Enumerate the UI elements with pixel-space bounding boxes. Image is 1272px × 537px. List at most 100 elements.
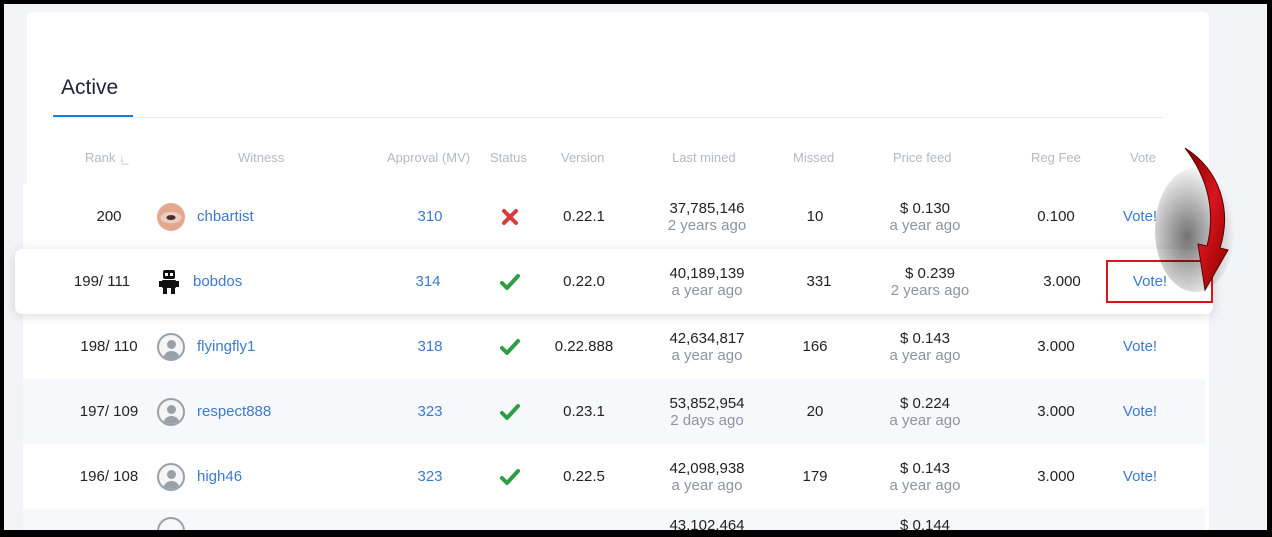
- witness-cell[interactable]: flyingfly1: [157, 314, 357, 379]
- checkmark-icon: [500, 403, 520, 420]
- missed-cell: 166: [802, 338, 828, 355]
- price-value: $ 0.144: [899, 517, 951, 530]
- table-row-partial: 43,102,464 $ 0.144: [23, 509, 1205, 530]
- missed-cell: 331: [806, 273, 832, 290]
- reg-fee-cell: 3.000: [1037, 468, 1075, 485]
- last-mined-block: 40,189,139: [669, 264, 745, 282]
- last-mined-block: 42,098,938: [669, 459, 745, 477]
- witness-cell[interactable]: high46: [157, 444, 357, 509]
- price-value: $ 0.143: [899, 329, 951, 347]
- witness-cell[interactable]: respect888: [157, 379, 357, 444]
- user-avatar-icon: [157, 397, 185, 426]
- checkmark-icon: [500, 273, 520, 290]
- approval-link[interactable]: 314: [415, 273, 441, 290]
- column-header-status: Status: [490, 150, 527, 165]
- price-time: a year ago: [889, 216, 961, 234]
- reg-fee-cell: 3.000: [1037, 338, 1075, 355]
- status-cell: [490, 184, 530, 249]
- price-feed-cell: $ 0.143 a year ago: [865, 314, 985, 379]
- last-mined-time: 2 days ago: [670, 411, 744, 429]
- rank-header-label: Rank: [85, 150, 116, 165]
- last-mined-cell: 53,852,954 2 days ago: [642, 379, 772, 444]
- user-avatar-icon: [157, 332, 185, 361]
- table-row-highlighted: 199/ 111 bobdos 314 0.22.0 40,189,139 a …: [15, 249, 1213, 314]
- price-time: a year ago: [889, 346, 961, 364]
- approval-link[interactable]: 318: [417, 338, 443, 355]
- last-mined-time: a year ago: [671, 346, 743, 364]
- column-header-vote: Vote: [1130, 150, 1157, 165]
- witness-link[interactable]: flyingfly1: [197, 338, 256, 355]
- status-cell: [490, 249, 530, 314]
- last-mined-cell: 37,785,146 2 years ago: [642, 184, 772, 249]
- last-mined-cell: 40,189,139 a year ago: [642, 249, 772, 314]
- curved-arrow-icon: [1155, 147, 1235, 292]
- reg-fee-cell: 3.000: [1037, 403, 1075, 420]
- price-feed-cell: $ 0.239 2 years ago: [870, 249, 990, 314]
- column-header-price-feed: Price feed: [893, 150, 952, 165]
- last-mined-block: 42,634,817: [669, 329, 745, 347]
- price-time: a year ago: [889, 411, 961, 429]
- missed-cell: 179: [802, 468, 828, 485]
- approval-link[interactable]: 323: [417, 468, 443, 485]
- sort-icon[interactable]: ↓̲: [118, 151, 125, 165]
- table-row: 197/ 109 respect888 323 0.23.1 53,852,95…: [23, 379, 1205, 444]
- status-cell: [490, 314, 530, 379]
- last-mined-block: 43,102,464: [669, 517, 745, 530]
- rank-cell: 197/ 109: [79, 403, 139, 420]
- avatar: [157, 202, 185, 231]
- vote-button[interactable]: Vote!: [1122, 208, 1158, 225]
- column-header-approval: Approval (MV): [387, 150, 471, 165]
- price-feed-cell: $ 0.224 a year ago: [865, 379, 985, 444]
- status-cell: [490, 444, 530, 509]
- column-header-witness: Witness: [238, 150, 285, 165]
- tab-active[interactable]: Active: [53, 76, 133, 118]
- last-mined-cell: 42,634,817 a year ago: [642, 314, 772, 379]
- vote-button[interactable]: Vote!: [1122, 468, 1158, 485]
- price-feed-cell: $ 0.143 a year ago: [865, 444, 985, 509]
- approval-link[interactable]: 323: [417, 403, 443, 420]
- user-avatar-icon: [157, 462, 185, 491]
- reg-fee-cell: 0.100: [1037, 208, 1075, 225]
- price-feed-cell: $ 0.130 a year ago: [865, 184, 985, 249]
- witness-cell[interactable]: bobdos: [157, 249, 357, 314]
- column-header-version: Version: [561, 150, 605, 165]
- column-header-last-mined: Last mined: [672, 150, 736, 165]
- missed-cell: 20: [806, 403, 824, 420]
- rank-cell: 198/ 110: [80, 338, 138, 355]
- vote-button[interactable]: Vote!: [1122, 403, 1158, 420]
- last-mined-block: 53,852,954: [669, 394, 745, 412]
- version-cell: 0.23.1: [563, 403, 605, 420]
- tab-divider: [53, 117, 1163, 118]
- witness-cell[interactable]: chbartist: [157, 184, 357, 249]
- witness-link[interactable]: respect888: [197, 403, 272, 420]
- cross-icon: [502, 208, 518, 225]
- witness-link[interactable]: bobdos: [193, 273, 243, 290]
- column-header-rank[interactable]: Rank ↓̲: [85, 150, 125, 165]
- version-cell: 0.22.0: [563, 273, 605, 290]
- price-value: $ 0.224: [899, 394, 951, 412]
- version-cell: 0.22.1: [563, 208, 605, 225]
- price-feed-cell: $ 0.144: [865, 517, 985, 530]
- column-header-missed: Missed: [793, 150, 835, 165]
- approval-link[interactable]: 310: [417, 208, 443, 225]
- version-cell: 0.22.5: [563, 468, 605, 485]
- price-value: $ 0.130: [899, 199, 951, 217]
- vote-button[interactable]: Vote!: [1132, 273, 1168, 290]
- table-row: 200 chbartist 310 0.22.1 37,785,146 2 ye…: [23, 184, 1205, 249]
- checkmark-icon: [500, 468, 520, 485]
- version-cell: 0.22.888: [554, 338, 614, 355]
- robot-icon: [159, 269, 179, 294]
- column-header-reg-fee: Reg Fee: [1031, 150, 1081, 165]
- reg-fee-cell: 3.000: [1043, 273, 1081, 290]
- last-mined-time: a year ago: [671, 281, 743, 299]
- witness-link[interactable]: chbartist: [197, 208, 254, 225]
- status-cell: [490, 379, 530, 444]
- witness-link[interactable]: high46: [197, 468, 243, 485]
- vote-button[interactable]: Vote!: [1122, 338, 1158, 355]
- avatar: [157, 268, 181, 296]
- price-time: 2 years ago: [890, 281, 970, 299]
- price-value: $ 0.239: [904, 264, 956, 282]
- user-avatar-icon: [157, 517, 185, 530]
- missed-cell: 10: [806, 208, 824, 225]
- price-value: $ 0.143: [899, 459, 951, 477]
